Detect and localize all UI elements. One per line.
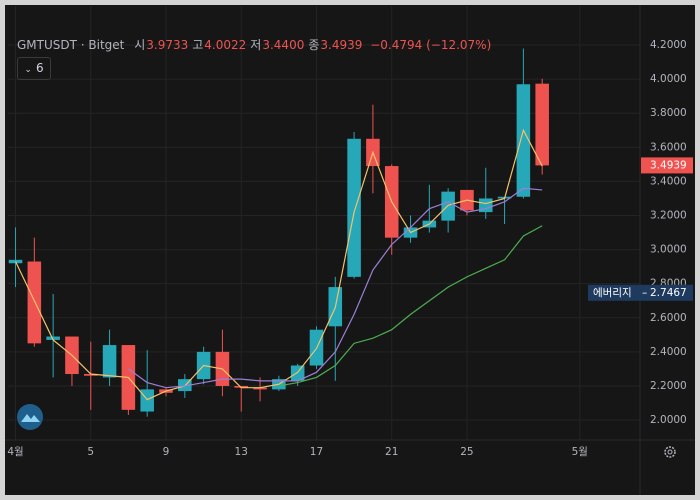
chart-frame: 2.0000 2.2000 2.4000 2.6000 2.8000 3.0000 3.20… [5, 5, 695, 495]
ma-line [14, 128, 543, 401]
symbol: GMTUSDT · Bitget [17, 38, 125, 52]
price-line-name: 에버리지 [593, 287, 632, 299]
ma-line [278, 225, 543, 387]
candle-body [516, 84, 531, 197]
last-price-label: 3.4939 [650, 159, 687, 171]
chevron: ⌄ [24, 65, 32, 75]
ohlc-label: 고 [192, 38, 204, 52]
ma-line [128, 187, 543, 389]
indicator-toggle[interactable]: ⌄ 6 [17, 57, 51, 80]
y-tick-label: 4.2000 [650, 39, 687, 51]
candle-body [102, 345, 117, 378]
ohlc-value: 3.4939 [320, 38, 363, 52]
x-tick-label: 9 [163, 446, 170, 458]
y-tick-label: 2.4000 [650, 346, 687, 358]
candle-body [478, 198, 493, 213]
logo-mark [21, 414, 40, 422]
candle-body [46, 336, 60, 340]
x-tick-label: 5 [87, 446, 94, 458]
price-line-dash: – [642, 287, 647, 299]
x-tick-label: 25 [460, 446, 473, 458]
toggle-count: 6 [35, 61, 44, 75]
ohlc-value: 4.0022 [204, 38, 247, 52]
x-tick-label: 4월 [7, 446, 23, 458]
candle-body [234, 385, 249, 388]
y-tick-label: 3.4000 [650, 175, 687, 187]
ohlc-value: 3.9733 [146, 38, 189, 52]
y-tick-label: 3.8000 [650, 107, 687, 119]
ohlc: 시3.9733 고4.0022 저3.4400 종3.4939 [134, 38, 366, 52]
candle-body [140, 389, 154, 412]
ohlc-label: 시 [134, 38, 146, 52]
y-tick-label: 4.0000 [650, 73, 687, 85]
settings-gear[interactable] [664, 446, 676, 458]
legend-header: GMTUSDT · Bitget 시3.9733 고4.0022 저3.4400 종3… [17, 36, 495, 53]
gear-ring [664, 446, 676, 458]
logo-circle [17, 404, 43, 430]
y-tick-label: 2.6000 [650, 312, 687, 324]
y-tick-label: 3.0000 [650, 244, 687, 256]
x-tick-label: 5월 [572, 446, 588, 458]
chart: 2.00002.20002.40002.60002.80003.00003.20… [5, 5, 695, 495]
x-tick-label: 21 [385, 446, 398, 458]
gear-hub [667, 449, 673, 455]
x-tick-label: 13 [235, 446, 248, 458]
price-line-box [588, 284, 693, 301]
candle-body [83, 374, 98, 376]
candle-body [290, 365, 305, 381]
change: −0.4794 (−12.07%) [370, 38, 492, 52]
y-tick-label: 3.6000 [650, 141, 687, 153]
candle-body [347, 138, 361, 277]
y-tick-label: 2.0000 [650, 414, 687, 426]
candle-body [27, 261, 42, 344]
logo [17, 404, 43, 430]
ohlc-value: 3.4400 [262, 38, 305, 52]
candle-body [441, 191, 455, 221]
candle-body [253, 387, 267, 390]
ohlc-label: 종 [308, 38, 320, 52]
candle-body [535, 83, 549, 166]
y-tick-label: 3.2000 [650, 209, 687, 221]
ohlc-label: 저 [250, 38, 262, 52]
y-tick-label: 2.2000 [650, 380, 687, 392]
x-tick-label: 17 [310, 446, 323, 458]
last-price-box [641, 157, 693, 174]
price-line-value: 2.7467 [650, 287, 687, 299]
